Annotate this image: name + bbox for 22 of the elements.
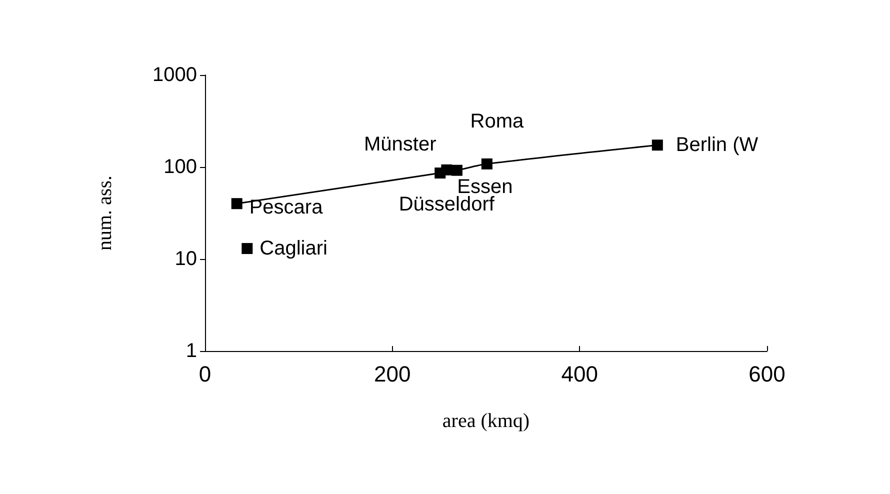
- x-tick-label: 200: [374, 362, 411, 386]
- data-label: Berlin (W: [676, 134, 758, 156]
- point: [242, 243, 253, 254]
- data-label: Roma: [470, 110, 524, 132]
- x-tick-label: 600: [748, 362, 786, 386]
- data-label: Düsseldorf: [398, 193, 495, 216]
- y-tick-label: 1000: [152, 64, 197, 86]
- point: [451, 164, 462, 176]
- x-tick-label: 0: [198, 362, 212, 386]
- point: [231, 198, 242, 210]
- y-axis-title: num. ass.: [94, 176, 116, 250]
- y-tick-label: 1: [186, 340, 197, 362]
- y-tick-label: 100: [164, 156, 197, 178]
- point: [481, 158, 492, 170]
- y-tick-label: 10: [174, 248, 197, 270]
- data-label: Münster: [364, 134, 437, 156]
- x-tick-label: 400: [561, 362, 598, 386]
- x-axis-title: area (kmq): [442, 410, 530, 432]
- data-label: Cagliari: [260, 238, 328, 260]
- point: [441, 164, 452, 176]
- point: [652, 140, 663, 151]
- data-label: Pescara: [249, 196, 324, 219]
